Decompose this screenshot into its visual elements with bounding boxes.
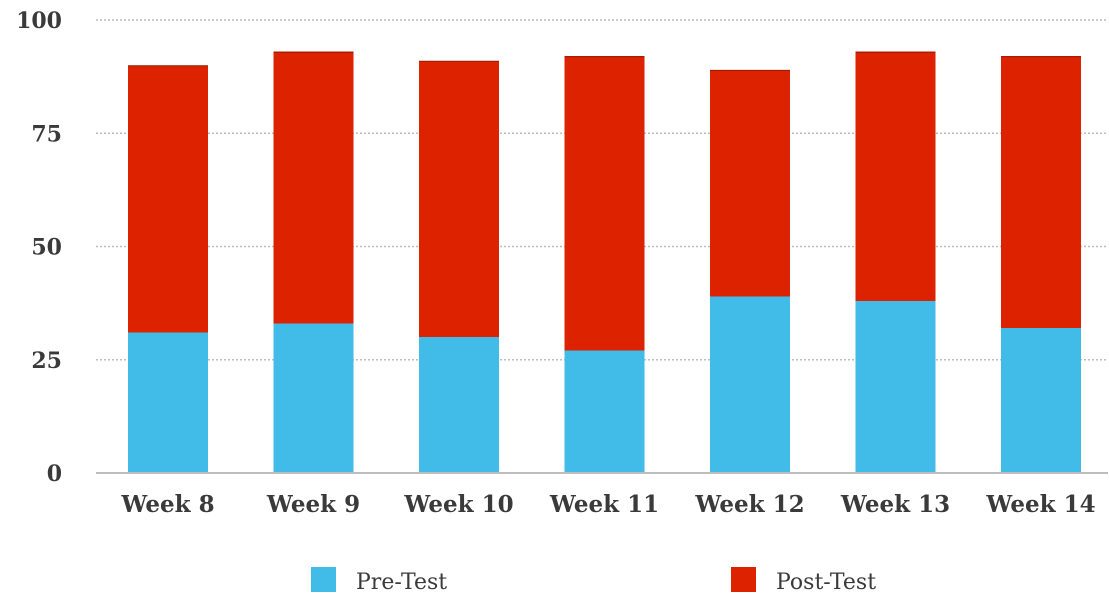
bar-post-test-week-11 [564,56,645,351]
legend-label: Post-Test [776,570,876,595]
y-tick-label: 100 [16,8,62,34]
bar-post-test-week-14 [1001,56,1081,329]
bar-pre-test-week-8 [128,332,208,473]
bar-pre-test-week-9 [273,323,354,473]
bars [128,51,1081,473]
bar-pre-test-week-10 [419,337,499,473]
x-tick-label: Week 10 [403,491,513,518]
bar-pre-test-week-11 [564,350,645,473]
bar-post-test-week-10 [419,60,499,338]
bar-post-test-week-9 [273,51,354,324]
y-tick-label: 75 [31,121,62,147]
legend-swatch-pre-test [311,567,336,592]
x-tick-label: Week 9 [266,491,360,518]
x-tick-label: Week 12 [694,491,804,518]
x-tick-label: Week 8 [120,491,214,518]
x-tick-label: Week 14 [985,491,1095,518]
legend-label: Pre-Test [356,570,447,595]
bar-pre-test-week-12 [710,296,790,473]
x-tick-label: Week 13 [840,491,950,518]
bar-pre-test-week-14 [1001,328,1081,473]
bar-pre-test-week-13 [855,300,936,473]
bar-post-test-week-13 [855,51,936,301]
y-tick-label: 25 [31,348,62,374]
bar-post-test-week-8 [128,65,208,333]
bar-post-test-week-12 [710,69,790,297]
x-tick-label: Week 11 [549,491,659,518]
y-tick-label: 50 [31,235,62,261]
legend: Pre-Test Post-Test [311,567,876,595]
y-tick-label: 0 [47,461,62,487]
legend-swatch-post-test [731,567,756,592]
axes: 0 25 50 75 100 Week 8 Week 9 Week 10 Week 11 Week… [16,8,1108,518]
